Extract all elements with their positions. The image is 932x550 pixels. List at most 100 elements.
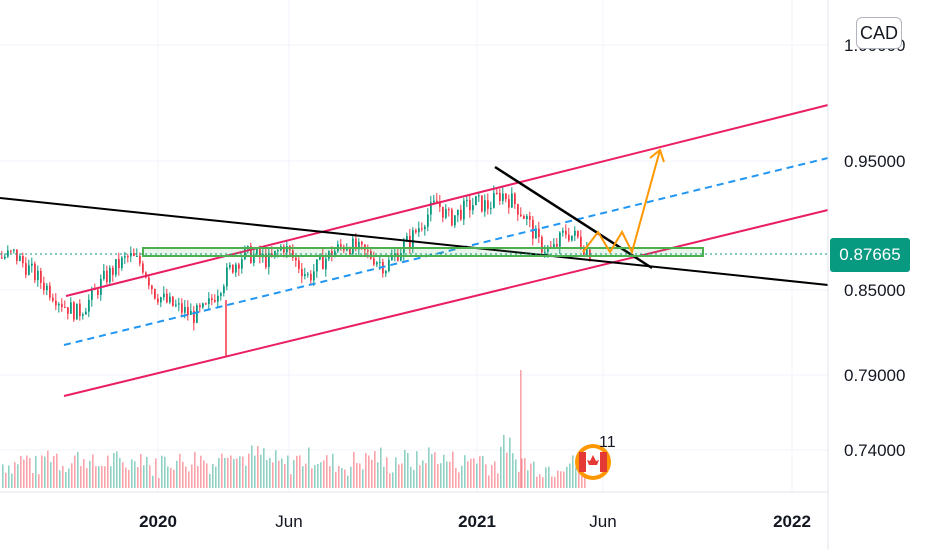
candle-body	[328, 251, 330, 259]
candle-body	[370, 251, 372, 259]
currency-badge[interactable]: CAD	[856, 17, 902, 49]
volume-bar	[488, 475, 490, 488]
y-tick-label: 0.85000	[844, 281, 905, 300]
volume-bar	[536, 476, 538, 488]
long-trendline	[0, 197, 829, 286]
volume-bar	[410, 466, 412, 488]
volume-bar	[347, 475, 349, 488]
volume-bar	[398, 464, 400, 488]
volume-bar	[191, 464, 193, 488]
candle-body	[373, 258, 375, 265]
candle-body	[268, 253, 270, 268]
volume-bar	[575, 467, 577, 488]
candle-body	[61, 303, 63, 308]
chart-drawings	[0, 104, 829, 480]
volume-bar	[520, 370, 522, 488]
volume-bar	[275, 450, 277, 488]
volume-bar	[377, 462, 379, 488]
candle-body	[496, 192, 498, 194]
volume-bar	[47, 450, 49, 488]
volume-bar	[161, 455, 163, 488]
candle-body	[427, 214, 429, 227]
candle-body	[13, 249, 15, 251]
volume-bar	[194, 451, 196, 488]
volume-bar	[293, 460, 295, 488]
volume-bar	[110, 466, 112, 488]
candle-body	[304, 274, 306, 277]
candle-body	[64, 307, 66, 309]
candle-body	[442, 206, 444, 218]
candle-body	[85, 311, 87, 315]
volume-bar	[491, 465, 493, 488]
volume-bar	[89, 460, 91, 488]
volume-bar	[428, 447, 430, 488]
candle-body	[352, 238, 354, 254]
volume-bar	[368, 455, 370, 488]
y-tick-label: 0.74000	[844, 441, 905, 460]
candle-body	[529, 216, 531, 220]
volume-bar	[2, 464, 4, 488]
flag-band-right	[600, 452, 607, 472]
volume-bar	[260, 454, 262, 488]
volume-bar	[506, 452, 508, 488]
candle-body	[208, 298, 210, 305]
candle-body	[295, 257, 297, 261]
volume-bar	[494, 461, 496, 488]
volume-bar	[386, 457, 388, 488]
candle-body	[415, 230, 417, 233]
candle-body	[313, 271, 315, 281]
volume-bar	[407, 452, 409, 488]
candle-body	[298, 260, 300, 269]
volume-bar	[107, 455, 109, 488]
volume-bar	[188, 471, 190, 488]
candle-body	[178, 303, 180, 305]
candle-body	[34, 263, 36, 281]
candle-body	[7, 250, 9, 257]
candle-body	[124, 256, 126, 258]
volume-bar	[167, 466, 169, 488]
candle-body	[511, 193, 513, 208]
volume-bar	[344, 469, 346, 488]
volume-bar	[338, 466, 340, 488]
volume-bar	[455, 467, 457, 488]
canada-flag-icon	[575, 444, 611, 480]
candle-body	[55, 300, 57, 306]
candle-body	[127, 256, 129, 258]
candle-body	[232, 265, 234, 273]
candle-body	[160, 297, 162, 303]
x-tick-label: Jun	[275, 512, 302, 531]
candle-body	[433, 200, 435, 203]
volume-bar	[215, 466, 217, 488]
candle-body	[154, 289, 156, 299]
volume-bar	[17, 464, 19, 488]
candle-body	[97, 289, 99, 295]
candle-body	[292, 250, 294, 258]
volume-bar	[278, 460, 280, 488]
volume-bar	[317, 463, 319, 488]
candle-body	[424, 226, 426, 229]
candle-body	[193, 310, 195, 323]
volume-bar	[158, 478, 160, 488]
candle-body	[244, 247, 246, 260]
candle-body	[49, 285, 51, 298]
volume-bar	[434, 452, 436, 488]
candle-body	[463, 200, 465, 220]
volume-bar	[149, 465, 151, 488]
volume-bar	[272, 462, 274, 488]
volume-bar	[200, 455, 202, 488]
candle-body	[586, 249, 588, 255]
volume-bar	[164, 456, 166, 488]
candle-body	[523, 216, 525, 219]
candle-body	[157, 298, 159, 303]
volume-bar	[257, 446, 259, 488]
candle-body	[448, 209, 450, 211]
candle-body	[541, 237, 543, 253]
candle-body	[115, 259, 117, 275]
candle-body	[559, 232, 561, 247]
volume-bar	[446, 461, 448, 488]
volume-bar	[71, 463, 73, 488]
volume-bar	[35, 455, 37, 488]
x-tick-label: Jun	[589, 512, 616, 531]
candle-body	[73, 302, 75, 320]
